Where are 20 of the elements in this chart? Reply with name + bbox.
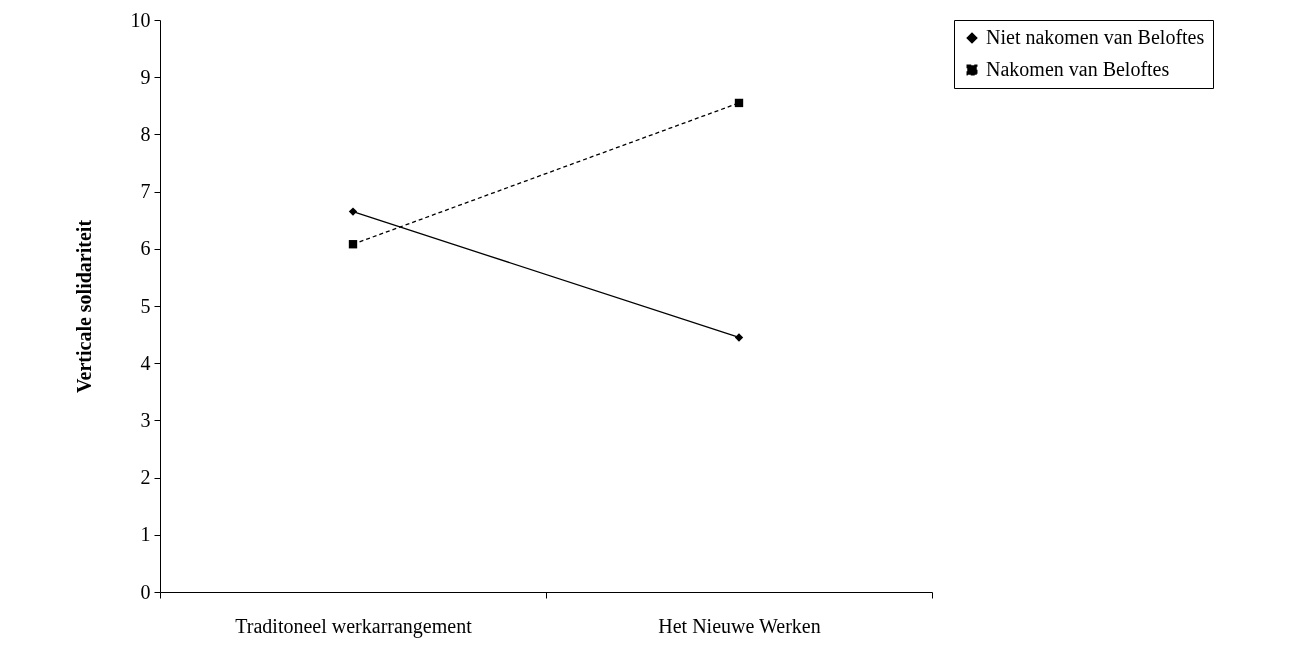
point [348,240,358,249]
y-tick-label: 0 [140,580,151,603]
y-tick-label: 2 [140,466,151,489]
y-tick-label: 4 [140,351,151,374]
y-tick-label: 9 [140,65,151,88]
x-tick-label: Traditoneel werkarrangement [235,614,473,638]
legend-label: Niet nakomen van Beloftes [986,26,1205,48]
y-tick-label: 7 [140,180,151,203]
y-tick-label: 3 [140,408,151,431]
y-tick-label: 6 [140,237,151,260]
y-tick-label: 8 [140,122,151,145]
y-tick-label: 10 [130,8,151,31]
y-tick-label: 1 [140,523,151,546]
point [734,333,744,342]
point [348,207,358,216]
y-tick-label: 5 [140,294,151,317]
point [734,98,744,108]
x-tick-label: Het Nieuwe Werken [658,614,821,637]
y-axis-title: Verticale solidariteit [72,219,95,394]
legend-label: Nakomen van Beloftes [986,58,1170,80]
